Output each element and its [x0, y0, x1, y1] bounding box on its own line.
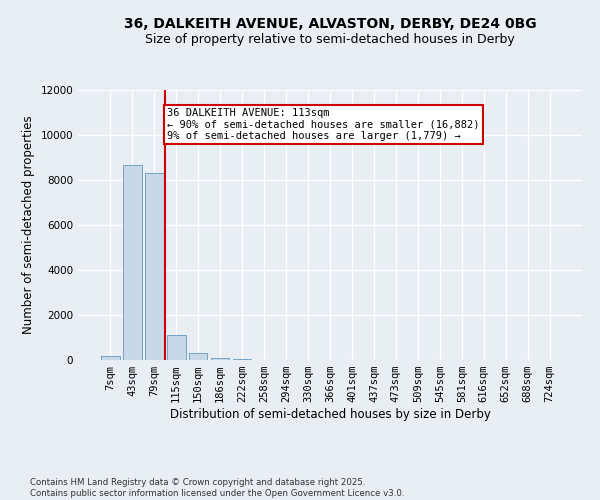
- Text: Contains HM Land Registry data © Crown copyright and database right 2025.
Contai: Contains HM Land Registry data © Crown c…: [30, 478, 404, 498]
- Bar: [101, 356, 119, 360]
- Bar: [145, 174, 164, 360]
- Y-axis label: Number of semi-detached properties: Number of semi-detached properties: [22, 116, 35, 334]
- Text: 36, DALKEITH AVENUE, ALVASTON, DERBY, DE24 0BG: 36, DALKEITH AVENUE, ALVASTON, DERBY, DE…: [124, 18, 536, 32]
- X-axis label: Distribution of semi-detached houses by size in Derby: Distribution of semi-detached houses by …: [170, 408, 490, 421]
- Bar: [233, 359, 251, 360]
- Bar: [189, 353, 208, 360]
- Bar: [123, 166, 142, 360]
- Bar: [167, 335, 185, 360]
- Text: Size of property relative to semi-detached houses in Derby: Size of property relative to semi-detach…: [145, 32, 515, 46]
- Text: 36 DALKEITH AVENUE: 113sqm
← 90% of semi-detached houses are smaller (16,882)
9%: 36 DALKEITH AVENUE: 113sqm ← 90% of semi…: [167, 108, 480, 141]
- Bar: [211, 358, 229, 360]
